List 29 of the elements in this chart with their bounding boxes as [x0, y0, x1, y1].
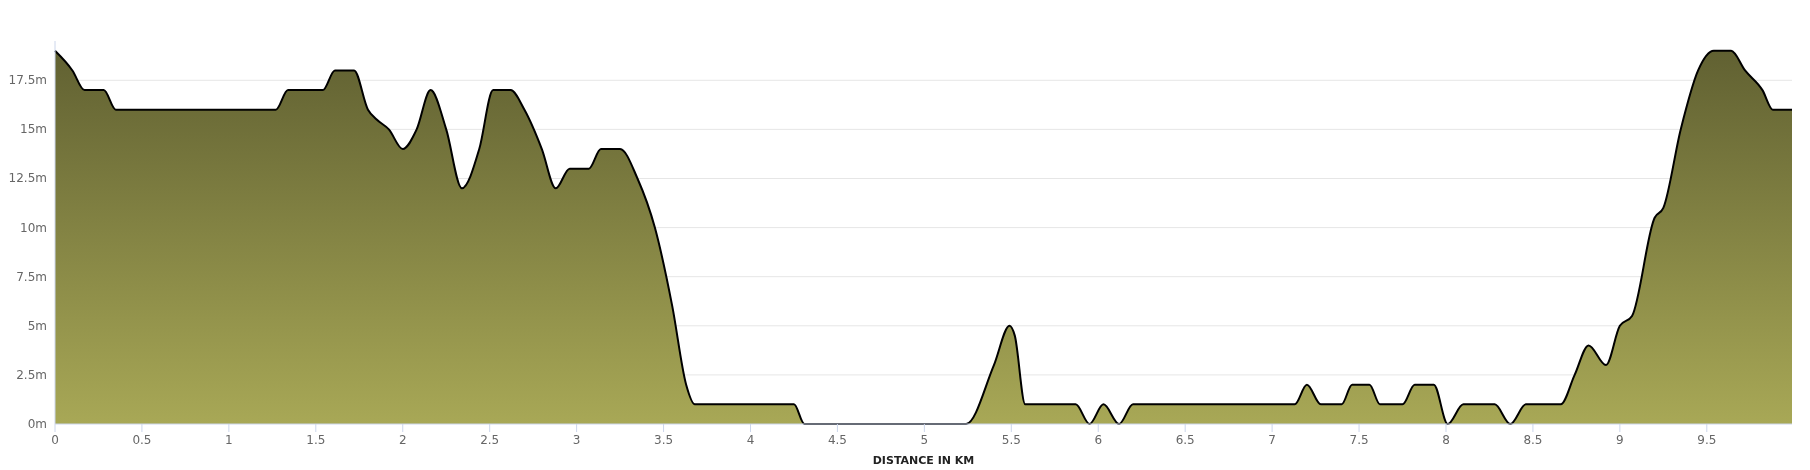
x-tick-label: 4.5: [827, 433, 847, 447]
x-tick-label: 2.5: [480, 433, 500, 447]
x-tick-label: 9: [1616, 433, 1624, 447]
x-tick-label: 5: [920, 433, 929, 447]
x-tick-label: 1: [225, 433, 233, 447]
x-tick-label: 7.5: [1349, 433, 1369, 447]
x-axis-title: DISTANCE IN KM: [872, 454, 975, 467]
y-tick-label: 0m: [27, 417, 47, 431]
x-tick-label: 8: [1442, 433, 1450, 447]
x-tick-label: 0.5: [132, 433, 152, 447]
x-tick-label: 3: [572, 433, 581, 447]
x-tick-label: 5.5: [1001, 433, 1021, 447]
y-tick-label: 2.5m: [16, 367, 47, 382]
y-tick-label: 10m: [20, 220, 47, 235]
x-tick-label: 1.5: [306, 433, 326, 447]
x-tick-label: 6.5: [1175, 433, 1195, 447]
y-tick-label: 12.5m: [8, 171, 47, 186]
x-tick-label: 6: [1094, 433, 1103, 447]
y-tick-label: 7.5m: [16, 269, 47, 284]
y-tick-label: 5m: [27, 318, 47, 333]
y-tick-label: 17.5m: [8, 73, 47, 88]
x-tick-label: 8.5: [1523, 433, 1543, 447]
x-tick-label: 9.5: [1697, 433, 1717, 447]
y-tick-label: 15m: [20, 122, 47, 137]
x-tick-label: 3.5: [654, 433, 674, 447]
x-tick-label: 0: [51, 433, 59, 447]
x-tick-label: 2: [398, 433, 407, 447]
x-tick-label: 4: [746, 433, 755, 447]
x-tick-label: 7: [1268, 433, 1276, 447]
